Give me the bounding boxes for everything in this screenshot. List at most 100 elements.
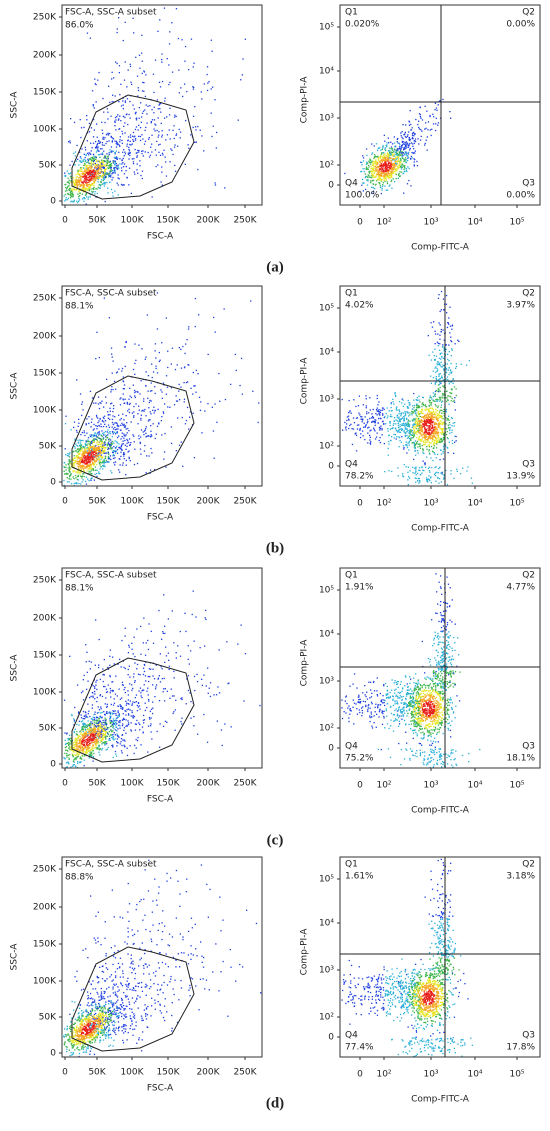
event-dot	[349, 424, 351, 427]
event-dot	[401, 402, 403, 404]
event-dot	[440, 453, 443, 455]
event-dot	[72, 196, 74, 198]
event-dot	[100, 166, 102, 168]
x-tick-label: 10⁴	[467, 218, 482, 228]
event-dot	[64, 448, 66, 450]
event-dot	[408, 449, 410, 451]
event-dot	[405, 432, 407, 434]
event-dot	[382, 168, 384, 170]
event-dot	[102, 438, 104, 440]
event-dot	[82, 479, 84, 481]
event-dot	[175, 450, 177, 452]
event-dot	[382, 157, 384, 159]
event-dot	[414, 467, 416, 469]
event-dot	[63, 473, 66, 475]
event-dot	[163, 149, 165, 151]
event-dot	[413, 441, 415, 444]
event-dot	[89, 175, 91, 177]
event-dot	[81, 175, 83, 177]
event-dot	[93, 181, 96, 183]
event-dot	[392, 427, 394, 429]
event-dot	[97, 432, 99, 434]
event-dot	[130, 81, 132, 83]
event-dot	[431, 450, 434, 452]
event-dot	[91, 174, 93, 176]
event-dot	[426, 136, 428, 138]
event-dot	[397, 467, 399, 469]
event-dot	[441, 433, 443, 435]
event-dot	[384, 471, 386, 473]
event-dot	[405, 167, 408, 170]
event-dot	[128, 450, 130, 452]
event-dot	[156, 129, 158, 132]
event-dot	[105, 168, 107, 170]
event-dot	[376, 180, 378, 182]
event-dot	[455, 365, 458, 368]
event-dot	[214, 99, 216, 101]
event-dot	[145, 371, 147, 373]
event-dot	[443, 364, 445, 367]
event-dot	[396, 170, 398, 172]
event-dot	[103, 461, 105, 463]
event-dot	[432, 392, 434, 394]
event-dot	[433, 432, 435, 434]
event-dot	[439, 439, 441, 441]
event-dot	[99, 473, 101, 475]
event-dot	[91, 440, 94, 442]
event-dot	[96, 150, 98, 152]
event-dot	[139, 448, 142, 450]
event-dot	[178, 444, 181, 446]
event-dot	[88, 162, 90, 164]
event-dot	[395, 409, 397, 411]
event-dot	[420, 428, 422, 430]
event-dot	[404, 435, 407, 438]
event-dot	[144, 151, 146, 153]
event-dot	[63, 470, 65, 472]
event-dot	[430, 482, 432, 484]
event-dot	[99, 448, 101, 450]
event-dot	[423, 452, 425, 455]
event-dot	[419, 412, 421, 415]
event-dot	[428, 410, 430, 413]
event-dot	[80, 467, 82, 469]
event-dot	[106, 164, 108, 166]
event-dot	[166, 134, 169, 136]
event-dot	[129, 143, 131, 146]
event-dot	[84, 169, 86, 171]
event-dot	[415, 471, 417, 473]
event-dot	[118, 128, 120, 130]
event-dot	[156, 292, 159, 294]
event-dot	[409, 439, 412, 441]
event-dot	[79, 174, 81, 176]
event-dot	[370, 170, 372, 172]
event-dot	[138, 151, 140, 153]
event-dot	[92, 429, 94, 431]
event-dot	[428, 449, 430, 451]
event-dot	[215, 147, 217, 149]
event-dot	[367, 427, 369, 429]
event-dot	[430, 403, 432, 405]
event-dot	[122, 413, 124, 415]
event-dot	[393, 163, 395, 165]
event-dot	[108, 176, 110, 178]
event-dot	[113, 454, 115, 457]
event-dot	[398, 428, 400, 431]
event-dot	[432, 438, 434, 441]
event-dot	[383, 408, 385, 411]
event-dot	[168, 43, 171, 45]
event-dot	[86, 451, 88, 453]
event-dot	[81, 193, 83, 195]
event-dot	[372, 162, 374, 164]
event-dot	[135, 391, 137, 393]
event-dot	[405, 159, 407, 161]
event-dot	[101, 400, 103, 402]
event-dot	[101, 169, 103, 171]
event-dot	[432, 377, 435, 379]
event-dot	[93, 107, 95, 109]
event-dot	[96, 475, 98, 478]
event-dot	[77, 457, 80, 459]
event-dot	[140, 121, 142, 123]
event-dot	[442, 329, 444, 331]
event-dot	[451, 397, 453, 400]
event-dot	[94, 462, 96, 464]
